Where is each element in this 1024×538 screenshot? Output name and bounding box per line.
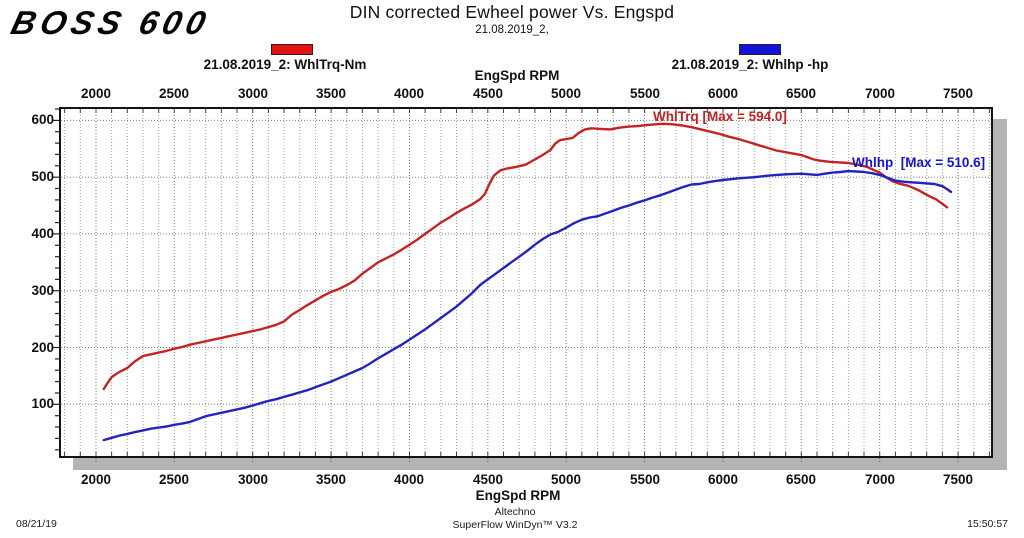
x-tick-label-bottom: 6500	[785, 472, 817, 487]
x-tick-label-top: 3000	[237, 86, 269, 101]
power-legend-label: 21.08.2019_2: Whlhp -hp	[671, 57, 829, 72]
plot-area	[52, 107, 993, 464]
footer-software: SuperFlow WinDyn™ V3.2	[452, 519, 578, 531]
x-tick-label-top: 2000	[80, 86, 112, 101]
x-tick-label-bottom: 3500	[315, 472, 347, 487]
x-tick-label-bottom: 2000	[80, 472, 112, 487]
x-tick-label-top: 4000	[393, 86, 425, 101]
boss-600-logo: BOSS 600	[7, 4, 215, 41]
x-tick-label-bottom: 5000	[550, 472, 582, 487]
torque-max-annotation: WhlTrq [Max = 594.0]	[653, 109, 787, 124]
y-tick-label: 300	[31, 283, 54, 298]
dyno-curves-svg	[52, 108, 991, 464]
x-tick-label-bottom: 7000	[864, 472, 896, 487]
x-tick-label-top: 2500	[158, 86, 190, 101]
x-tick-label-top: 6500	[785, 86, 817, 101]
power-max-annotation: Whlhp [Max = 510.6]	[852, 155, 986, 170]
chart-subtitle: 21.08.2019_2,	[475, 24, 549, 36]
x-tick-label-top: 5000	[550, 86, 582, 101]
y-tick-label: 600	[31, 112, 54, 127]
chart-title: DIN corrected Ewheel power Vs. Engspd	[349, 2, 675, 22]
power-legend-swatch	[739, 44, 781, 55]
x-tick-label-top: 7500	[942, 86, 974, 101]
y-tick-label: 400	[31, 226, 54, 241]
y-tick-label: 100	[31, 396, 54, 411]
x-tick-label-top: 5500	[629, 86, 661, 101]
x-axis-title-top: EngSpd RPM	[474, 68, 560, 83]
x-tick-label-bottom: 2500	[158, 472, 190, 487]
x-tick-label-top: 4500	[472, 86, 504, 101]
x-tick-label-bottom: 5500	[629, 472, 661, 487]
x-axis-title-bottom: EngSpd RPM	[475, 488, 561, 503]
x-tick-label-bottom: 3000	[237, 472, 269, 487]
y-tick-label: 500	[31, 169, 54, 184]
x-tick-label-top: 7000	[864, 86, 896, 101]
x-tick-label-top: 6000	[707, 86, 739, 101]
x-tick-label-bottom: 6000	[707, 472, 739, 487]
torque-legend-label: 21.08.2019_2: WhlTrq-Nm	[203, 57, 367, 72]
torque-legend-swatch	[271, 44, 313, 55]
footer-time: 15:50:57	[967, 518, 1008, 530]
x-tick-label-bottom: 7500	[942, 472, 974, 487]
footer-date: 08/21/19	[16, 518, 57, 530]
footer-operator: Altechno	[494, 506, 536, 518]
x-tick-label-top: 3500	[315, 86, 347, 101]
y-tick-label: 200	[31, 340, 54, 355]
x-tick-label-bottom: 4500	[472, 472, 504, 487]
x-tick-label-bottom: 4000	[393, 472, 425, 487]
